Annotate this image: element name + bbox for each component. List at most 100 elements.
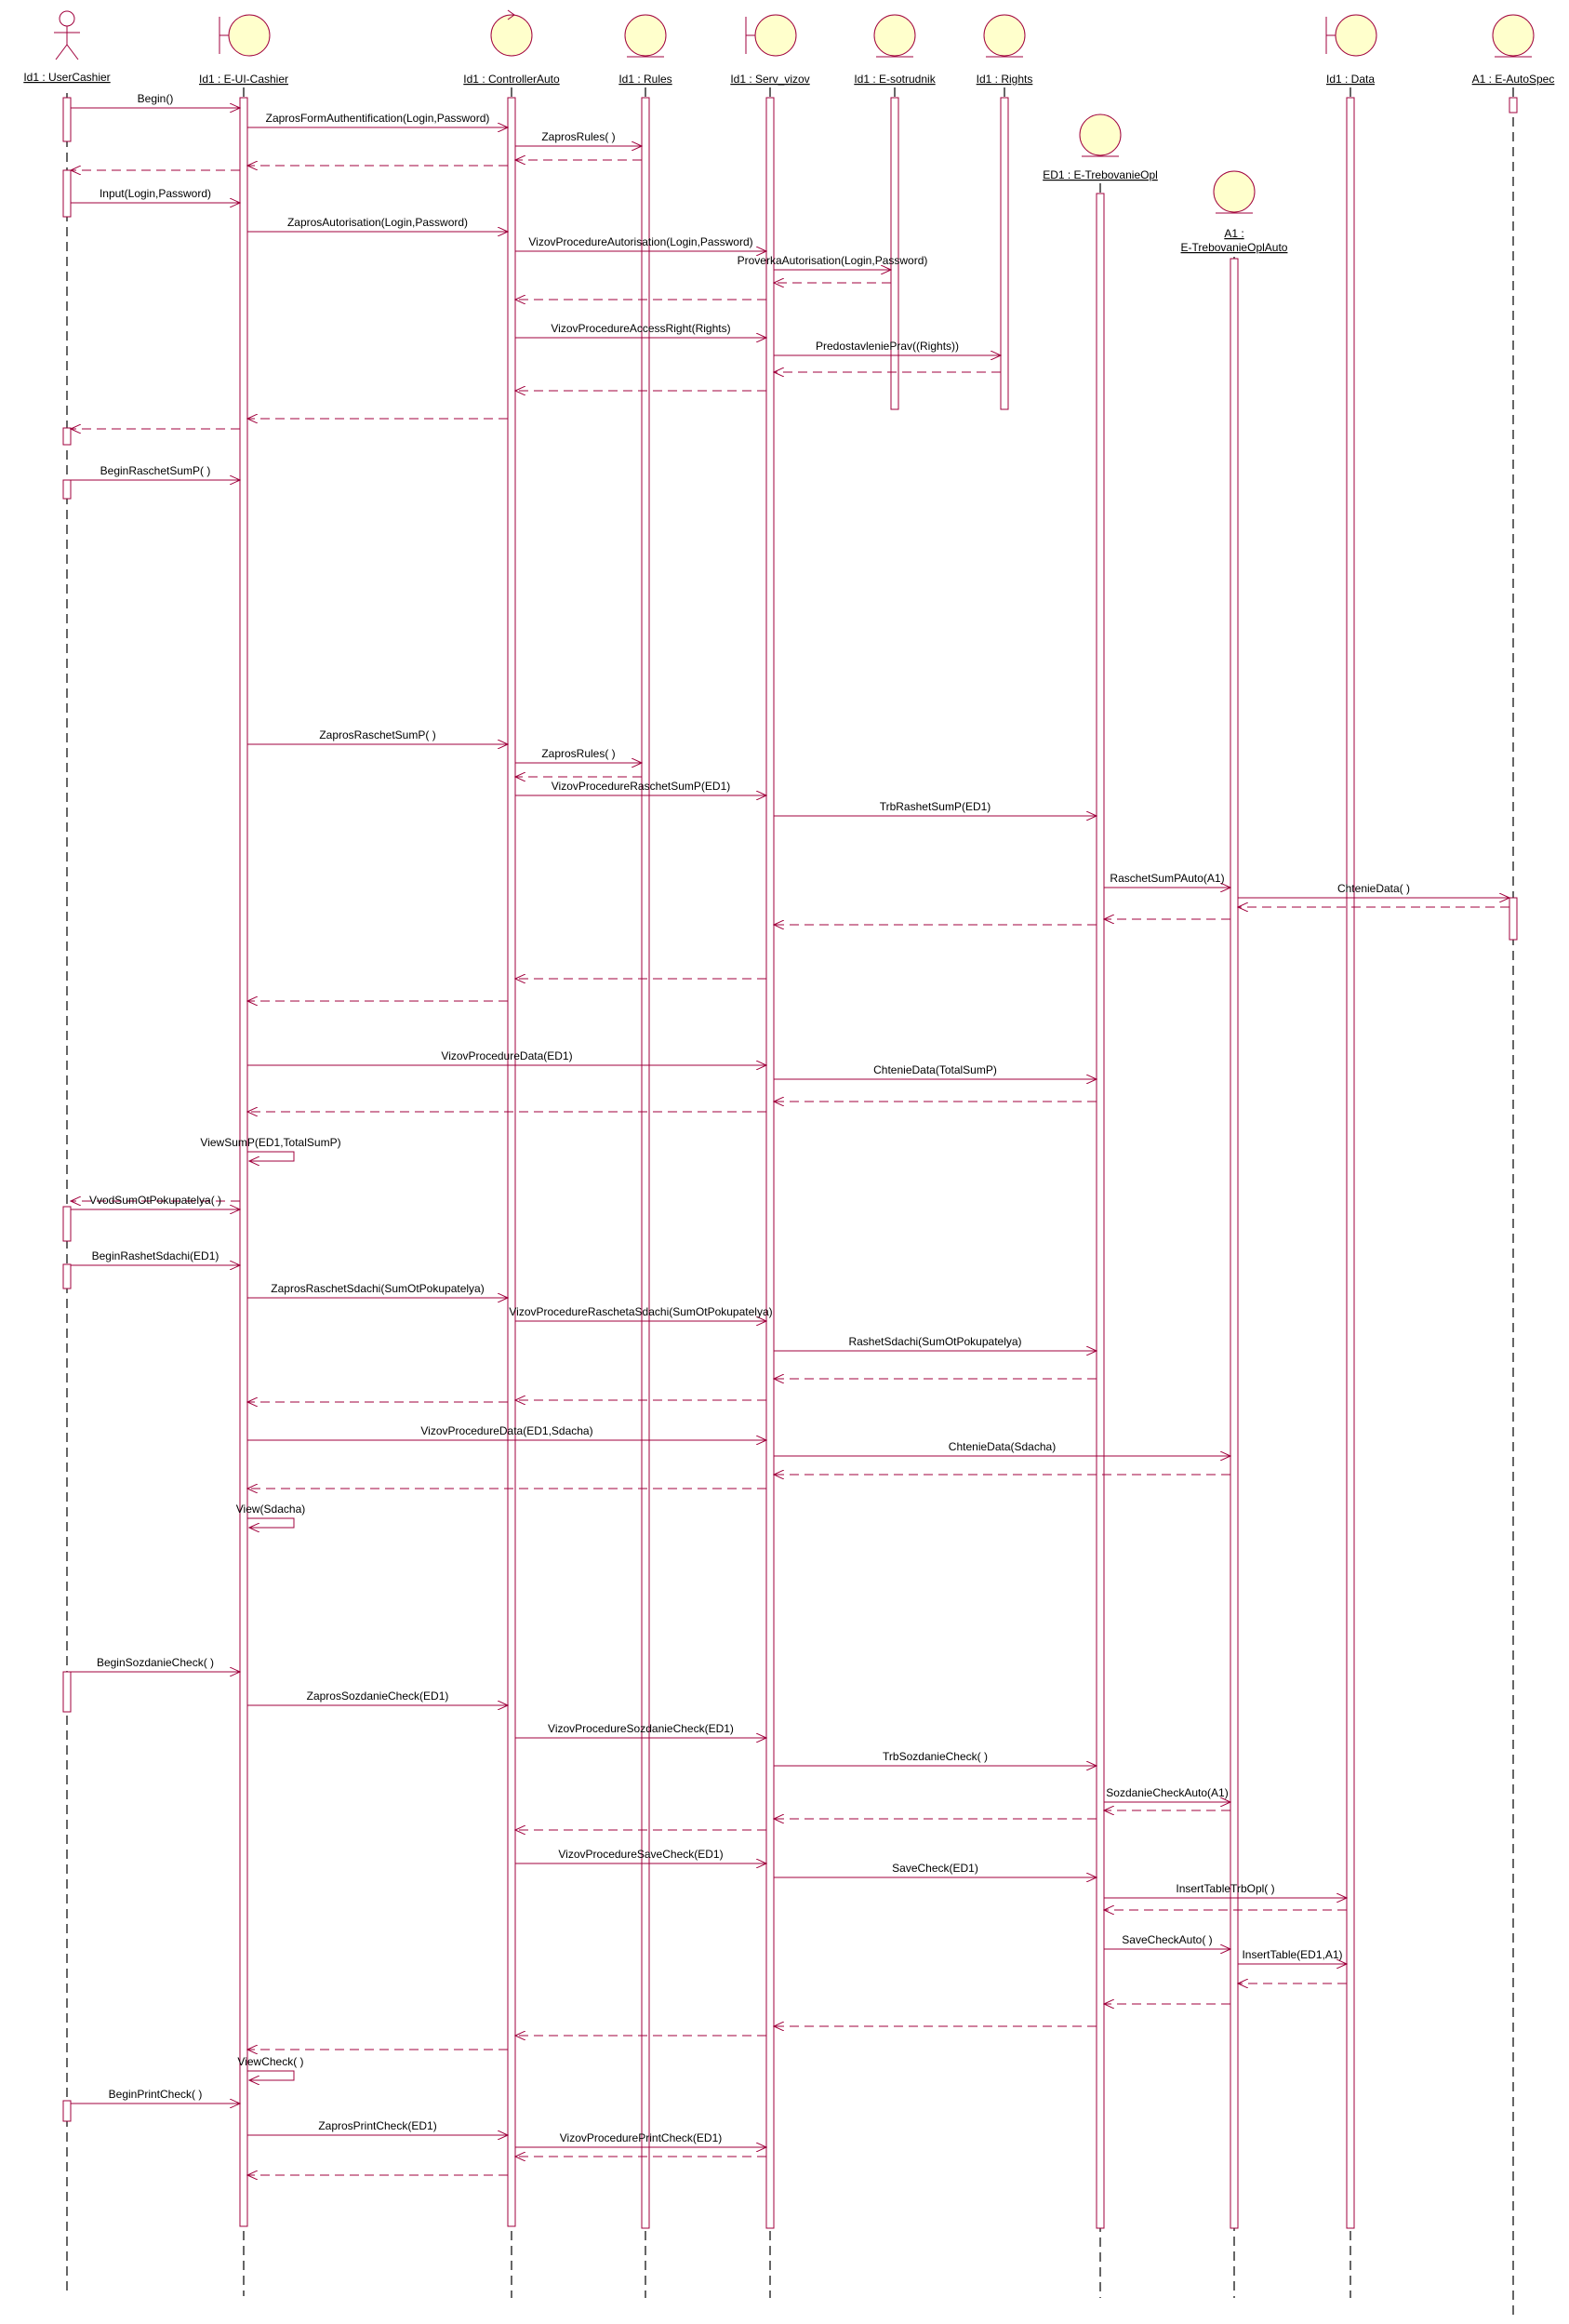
message-label: RaschetSumPAuto(A1) — [1110, 872, 1224, 885]
participant-label: Id1 : UserCashier — [23, 71, 110, 84]
message-40: VizovProcedureRaschetaSdachi(SumOtPokupa… — [509, 1305, 773, 1321]
message-label: VizovProcedureData(ED1,Sdacha) — [420, 1424, 592, 1437]
entity-participant-autospec: A1 : E-AutoSpec — [1472, 14, 1555, 86]
message-13: PredostavleniePrav((Rights)) — [774, 340, 1001, 355]
message-label: ProverkaAutorisation(Login,Password) — [738, 254, 928, 267]
message-24: RaschetSumPAuto(A1) — [1104, 872, 1230, 888]
message-45: VizovProcedureData(ED1,Sdacha) — [247, 1424, 766, 1440]
message-label: SozdanieCheckAuto(A1) — [1106, 1786, 1228, 1799]
activation-bar-serv — [765, 97, 775, 2229]
message-label: VizovProcedureSaveCheck(ED1) — [558, 1848, 723, 1861]
self-message-49: View(Sdacha) — [236, 1503, 305, 1528]
message-70: BeginPrintCheck( ) — [71, 2088, 240, 2104]
message-label: ZaprosAutorisation(Login,Password) — [287, 216, 468, 229]
message-label: PredostavleniePrav((Rights)) — [816, 340, 959, 353]
message-label: VvodSumOtPokupatelya( ) — [89, 1194, 221, 1207]
entity-icon — [983, 14, 1026, 58]
participant-label: Id1 : E-UI-Cashier — [199, 73, 288, 86]
message-label: VizovProcedureAccessRight(Rights) — [551, 322, 730, 335]
message-60: InsertTableTrbOpl( ) — [1104, 1882, 1347, 1898]
activation-bar-data — [1346, 97, 1355, 2229]
message-39: ZaprosRaschetSdachi(SumOtPokupatelya) — [247, 1282, 508, 1298]
message-label: ViewCheck( ) — [237, 2055, 303, 2068]
entity-icon — [1079, 114, 1122, 157]
message-9: ProverkaAutorisation(Login,Password) — [738, 254, 928, 270]
message-label: TrbRashetSumP(ED1) — [880, 800, 991, 813]
message-label: ViewSumP(ED1,TotalSumP) — [200, 1136, 340, 1149]
activation-bar-autospec — [1509, 97, 1518, 114]
message-52: VizovProcedureSozdanieCheck(ED1) — [515, 1722, 766, 1738]
entity-participant-rules: Id1 : Rules — [618, 14, 672, 86]
activation-bar-rules — [641, 97, 650, 2229]
message-label: SaveCheck(ED1) — [892, 1862, 978, 1875]
participant-label: Id1 : Rights — [977, 73, 1033, 86]
message-25: ChtenieData( ) — [1238, 882, 1509, 898]
message-label: VizovProcedureRaschetSumP(ED1) — [552, 780, 731, 793]
message-label: SaveCheckAuto( ) — [1122, 1933, 1212, 1946]
activation-bar-ctrl — [507, 97, 516, 2227]
message-label: BeginRaschetSumP( ) — [100, 464, 211, 477]
message-0: Begin() — [71, 92, 240, 108]
message-53: TrbSozdanieCheck( ) — [774, 1750, 1097, 1766]
activation-bar-user — [62, 2100, 72, 2122]
message-12: VizovProcedureAccessRight(Rights) — [515, 322, 766, 338]
self-message-69: ViewCheck( ) — [237, 2055, 304, 2080]
participant-label: Id1 : E-sotrudnik — [854, 73, 936, 86]
message-31: VizovProcedureData(ED1) — [247, 1049, 766, 1065]
message-50: BeginSozdanieCheck( ) — [71, 1656, 240, 1672]
activation-bar-treb — [1096, 193, 1105, 2229]
message-label: VizovProcedureSozdanieCheck(ED1) — [548, 1722, 734, 1735]
boundary-icon — [219, 14, 271, 57]
message-23: TrbRashetSumP(ED1) — [774, 800, 1097, 816]
activation-bar-user — [62, 169, 72, 218]
boundary-icon — [745, 14, 797, 57]
entity-participant-trebauto: A1 :E-TrebovanieOplAuto — [1181, 170, 1288, 254]
message-label: RashetSdachi(SumOtPokupatelya) — [848, 1335, 1021, 1348]
message-41: RashetSdachi(SumOtPokupatelya) — [774, 1335, 1097, 1351]
message-label: BeginPrintCheck( ) — [109, 2088, 203, 2101]
participant-label: Id1 : ControllerAuto — [463, 73, 560, 86]
activation-bar-user — [62, 97, 72, 142]
message-label: ChtenieData(Sdacha) — [949, 1440, 1056, 1453]
message-label: ZaprosRaschetSdachi(SumOtPokupatelya) — [271, 1282, 484, 1295]
participant-label: Id1 : Rules — [618, 73, 671, 86]
message-20: ZaprosRules( ) — [515, 747, 642, 763]
message-label: BeginRashetSdachi(ED1) — [92, 1249, 219, 1262]
message-label: TrbSozdanieCheck( ) — [883, 1750, 988, 1763]
actor-icon — [54, 10, 80, 60]
entity-icon — [873, 14, 916, 58]
activation-bar-rights — [1000, 97, 1009, 410]
message-22: VizovProcedureRaschetSumP(ED1) — [515, 780, 766, 795]
participant-label: ED1 : E-TrebovanieOpl — [1043, 168, 1158, 181]
message-label: ZaprosFormAuthentification(Login,Passwor… — [266, 112, 490, 125]
message-18: BeginRaschetSumP( ) — [71, 464, 240, 480]
participant-label: A1 : E-AutoSpec — [1472, 73, 1555, 86]
message-63: InsertTable(ED1,A1) — [1238, 1948, 1347, 1964]
message-1: ZaprosFormAuthentification(Login,Passwor… — [247, 112, 508, 127]
message-label: InsertTable(ED1,A1) — [1242, 1948, 1342, 1961]
activation-bar-autospec — [1509, 897, 1518, 941]
message-label: ChtenieData( ) — [1337, 882, 1410, 895]
participant-label: Id1 : Data — [1326, 73, 1375, 86]
self-message-35: ViewSumP(ED1,TotalSumP) — [200, 1136, 341, 1161]
message-label: ZaprosRaschetSumP( ) — [319, 728, 435, 741]
entity-icon — [1492, 14, 1535, 58]
message-label: Input(Login,Password) — [100, 187, 211, 200]
message-19: ZaprosRaschetSumP( ) — [247, 728, 508, 744]
boundary-participant-serv: Id1 : Serv_vizov — [730, 14, 810, 86]
activation-bar-user — [62, 479, 72, 500]
message-label: VizovProcedurePrintCheck(ED1) — [560, 2131, 723, 2144]
control-icon — [490, 9, 533, 57]
entity-icon — [624, 14, 667, 58]
message-51: ZaprosSozdanieCheck(ED1) — [247, 1690, 508, 1705]
message-label: Begin() — [138, 92, 174, 105]
entity-participant-treb: ED1 : E-TrebovanieOpl — [1043, 114, 1158, 181]
message-label: BeginSozdanieCheck( ) — [97, 1656, 214, 1669]
message-label: VizovProcedureData(ED1) — [441, 1049, 572, 1062]
message-label: ZaprosRules( ) — [541, 747, 615, 760]
boundary-participant-ui: Id1 : E-UI-Cashier — [199, 14, 288, 86]
entity-participant-sotr: Id1 : E-sotrudnik — [854, 14, 937, 86]
message-59: SaveCheck(ED1) — [774, 1862, 1097, 1877]
message-label: ZaprosPrintCheck(ED1) — [318, 2119, 436, 2132]
